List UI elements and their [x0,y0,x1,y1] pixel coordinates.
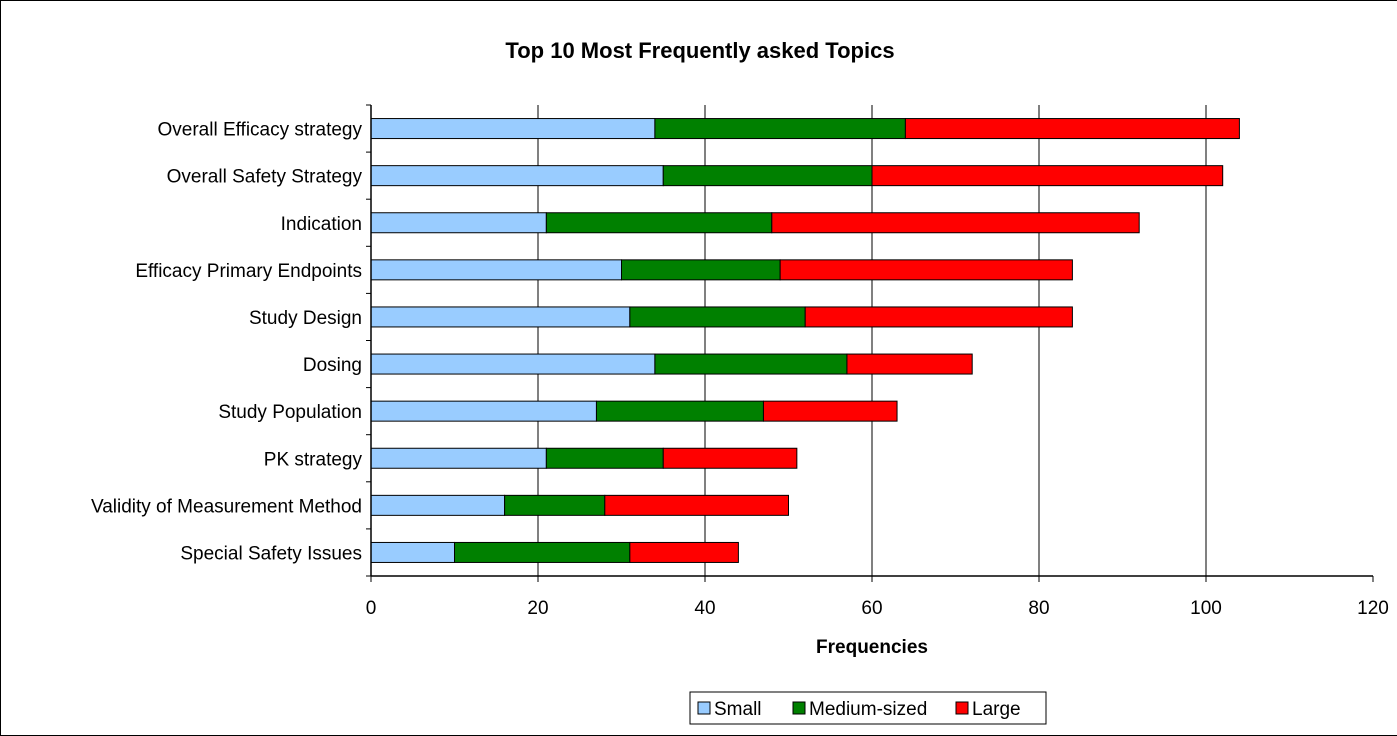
bar-segment-large [763,401,897,421]
bar-segment-medium-sized [505,495,605,515]
bar-segment-small [371,307,630,327]
bar-segment-small [371,354,655,374]
bar-segment-large [605,495,789,515]
category-label: Indication [281,214,362,235]
legend-swatch [793,702,805,714]
x-tick-label: 0 [366,598,377,619]
bar-segment-small [371,213,546,233]
category-label: Efficacy Primary Endpoints [135,261,362,282]
bar-segment-medium-sized [546,448,663,468]
bar-segment-small [371,495,505,515]
bar-segment-small [371,401,596,421]
bar-segment-large [905,119,1239,139]
legend-swatch [698,702,710,714]
bar-segment-medium-sized [622,260,781,280]
category-label: PK strategy [264,449,363,470]
category-label: Overall Efficacy strategy [157,120,362,141]
bar-segment-medium-sized [630,307,805,327]
legend-label: Medium-sized [809,699,927,720]
bar-segment-large [805,307,1072,327]
bar-segment-small [371,542,455,562]
legend: Small Medium-sized Large [690,692,1046,724]
bar-segment-medium-sized [596,401,763,421]
bar-segment-small [371,166,663,186]
bar-segment-medium-sized [655,354,847,374]
bar-segment-small [371,448,546,468]
x-tick-label: 80 [1028,598,1049,619]
category-label: Study Population [218,402,362,423]
legend-label: Large [972,699,1021,720]
x-tick-labels: 0 20 40 60 80 100 120 [366,598,1389,619]
legend-label: Small [714,699,762,720]
category-label: Dosing [303,355,362,376]
bars [371,119,1239,563]
category-labels: Overall Efficacy strategy Overall Safety … [91,120,363,565]
bar-segment-large [847,354,972,374]
category-label: Validity of Measurement Method [91,496,362,517]
x-tick-label: 40 [694,598,715,619]
category-label: Study Design [249,308,362,329]
bar-segment-large [772,213,1139,233]
bar-segment-medium-sized [655,119,906,139]
bar-segment-small [371,119,655,139]
x-tick-label: 100 [1190,598,1222,619]
x-axis-label: Frequencies [816,637,928,658]
chart-title: Top 10 Most Frequently asked Topics [505,38,894,63]
bar-segment-small [371,260,622,280]
bar-segment-medium-sized [455,542,630,562]
bar-segment-large [780,260,1072,280]
bar-segment-medium-sized [663,166,872,186]
x-tick-label: 20 [527,598,548,619]
legend-swatch [956,702,968,714]
bar-segment-large [663,448,797,468]
bar-segment-medium-sized [546,213,771,233]
bar-segment-large [872,166,1223,186]
x-tick-label: 120 [1357,598,1389,619]
bar-segment-large [630,542,739,562]
category-label: Overall Safety Strategy [167,167,363,188]
x-tick-label: 60 [861,598,882,619]
category-label: Special Safety Issues [180,543,362,564]
